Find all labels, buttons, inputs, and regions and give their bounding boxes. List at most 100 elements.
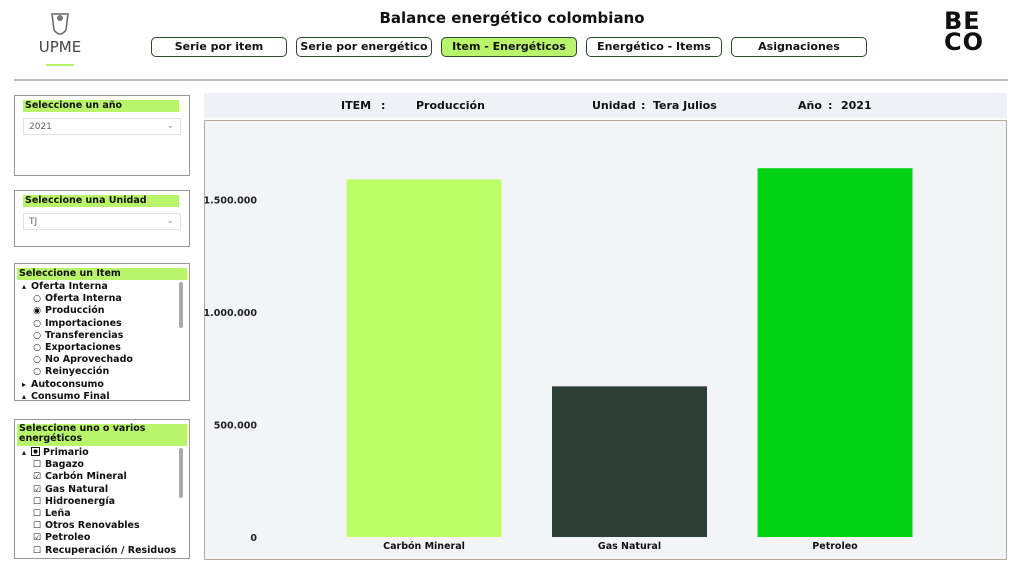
tree-row[interactable]: ☑ Petroleo bbox=[17, 532, 177, 544]
tree-icon: ○ bbox=[33, 342, 41, 353]
tree-label: Gas Natural bbox=[45, 483, 109, 495]
filter-label: Seleccione un Item bbox=[17, 268, 187, 280]
dropdown-value: 2021 bbox=[29, 122, 52, 132]
tree-icon: ○ bbox=[33, 367, 41, 378]
header-sep: : bbox=[381, 99, 386, 112]
tree-row[interactable]: ☐ Otros Renovables bbox=[17, 520, 177, 532]
x-tick-label: Gas Natural bbox=[598, 541, 661, 552]
filter-label: Seleccione una Unidad bbox=[23, 195, 179, 207]
tree-icon: ▴ bbox=[21, 448, 26, 457]
tree-icon: ◉ bbox=[33, 306, 41, 317]
tree-row[interactable]: ☐ Leña bbox=[17, 508, 177, 520]
x-tick-label: Petroleo bbox=[812, 541, 858, 552]
bar bbox=[757, 168, 913, 537]
tab[interactable]: Energético - Items bbox=[586, 37, 722, 57]
header-sep: : bbox=[828, 99, 833, 112]
tree-icon: ☐ bbox=[32, 508, 41, 519]
tab[interactable]: Serie por item bbox=[151, 37, 287, 57]
dropdown-value: TJ bbox=[29, 217, 38, 227]
tree-label: Producción bbox=[45, 305, 105, 317]
chart-border bbox=[204, 120, 1007, 560]
tree-icon: ☐ bbox=[32, 521, 41, 532]
y-tick-label: 0 bbox=[250, 533, 257, 544]
unit-dropdown[interactable]: TJ ⌄ bbox=[23, 213, 181, 230]
tree-label: No Aprovechado bbox=[45, 354, 133, 366]
tree-row[interactable]: ○ Transferencias bbox=[17, 330, 177, 342]
tree-label: Recuperación / Residuos bbox=[45, 544, 177, 556]
tree-label: Oferta Interna bbox=[31, 281, 108, 292]
item-filter: Seleccione un Item ▴ Oferta Interna ○ Ofert… bbox=[14, 263, 190, 401]
bar bbox=[552, 386, 707, 537]
energetico-filter: Seleccione uno o varios energéticos ▴ Pri… bbox=[14, 419, 190, 559]
tab[interactable]: Item - Energéticos bbox=[441, 37, 577, 57]
energetico-tree: ▴ Primario ☐ Bagazo ☑ Carbón Mineral ☑ Gas Natu… bbox=[17, 447, 177, 557]
tree-label: Leña bbox=[45, 507, 71, 519]
tree-icon: ☐ bbox=[32, 545, 41, 556]
tab[interactable]: Serie por energético bbox=[296, 37, 432, 57]
tree-row[interactable]: ☑ Gas Natural bbox=[17, 484, 177, 496]
tree-label: Transferencias bbox=[45, 329, 124, 341]
tree-label: Otros Renovables bbox=[45, 520, 140, 532]
tree-label: Reinyección bbox=[45, 366, 110, 378]
tree-row[interactable]: ○ No Aprovechado bbox=[17, 354, 177, 366]
tree-icon: ☑ bbox=[32, 484, 41, 495]
tree-row[interactable]: ☐ Bagazo bbox=[17, 459, 177, 471]
tree-row[interactable]: ☐ Recuperación / Residuos bbox=[17, 545, 177, 557]
tree-label: Consumo Final bbox=[31, 390, 110, 401]
tree-row[interactable]: ▸ Autoconsumo bbox=[17, 379, 177, 391]
tree-label: Primario bbox=[43, 447, 89, 458]
logo-text: BE bbox=[944, 7, 981, 35]
tree-row[interactable]: ☐ Hidroenergía bbox=[17, 496, 177, 508]
tree-icon: ○ bbox=[33, 318, 41, 329]
y-tick-label: 500.000 bbox=[214, 421, 258, 432]
tree-icon: ▴ bbox=[21, 391, 26, 401]
tree-icon: ○ bbox=[33, 330, 41, 341]
tree-row[interactable]: ☑ Carbón Mineral bbox=[17, 471, 177, 483]
tree-row[interactable]: ▴ Consumo Final bbox=[17, 390, 177, 401]
logo-text: CO bbox=[944, 28, 985, 56]
separator bbox=[14, 79, 1008, 81]
year-filter: Seleccione un año 2021 ⌄ bbox=[14, 95, 190, 176]
tree-icon: ☐ bbox=[32, 460, 41, 471]
tree-icon: ○ bbox=[33, 294, 41, 305]
tree-row[interactable]: ○ Exportaciones bbox=[17, 342, 177, 354]
tab[interactable]: Asignaciones bbox=[731, 37, 867, 57]
y-tick-label: 1.000.000 bbox=[204, 308, 257, 319]
upme-logo: UPME bbox=[39, 13, 81, 66]
item-tree: ▴ Oferta Interna ○ Oferta Interna ◉ Producció… bbox=[17, 281, 177, 401]
filter-label: Seleccione uno o varios energéticos bbox=[17, 424, 187, 446]
checkbox bbox=[31, 447, 40, 456]
tree-row[interactable]: ◉ Producción bbox=[17, 305, 177, 317]
tree-row[interactable]: ▴ Primario bbox=[17, 447, 177, 459]
chart: 0 500.000 1.000.000 1.500.000 Carbón Mineral… bbox=[204, 120, 1007, 560]
chart-header: ITEM : Producción Unidad : Tera Julios A… bbox=[204, 93, 1007, 118]
tree-icon: ☑ bbox=[32, 472, 41, 483]
tree-label: Carbón Mineral bbox=[45, 471, 127, 483]
x-tick-label: Carbón Mineral bbox=[383, 541, 465, 552]
tree-label: Bagazo bbox=[45, 459, 84, 471]
tree-icon: ☑ bbox=[32, 533, 41, 544]
tree-icon: ☐ bbox=[32, 496, 41, 507]
tree-row[interactable]: ○ Oferta Interna bbox=[17, 293, 177, 305]
tree-label: Oferta Interna bbox=[45, 293, 122, 305]
tree-icon: ▴ bbox=[21, 282, 26, 291]
logo-text: UPME bbox=[39, 38, 81, 56]
tree-row[interactable]: ○ Importaciones bbox=[17, 318, 177, 330]
tree-label: Hidroenergía bbox=[45, 495, 116, 507]
header-value: Tera Julios bbox=[653, 99, 717, 112]
tree-row[interactable]: ○ Reinyección bbox=[17, 366, 177, 378]
header-value: Producción bbox=[416, 99, 485, 112]
header-label: Unidad bbox=[592, 99, 636, 112]
tree-icon: ▸ bbox=[21, 379, 26, 389]
tree-icon: ○ bbox=[33, 355, 41, 366]
tree-row[interactable]: ▴ Oferta Interna bbox=[17, 281, 177, 293]
header-label: Año bbox=[798, 99, 822, 112]
page-title: Balance energético colombiano bbox=[379, 9, 645, 27]
beco-logo: BE CO bbox=[944, 7, 985, 56]
tree-label: Autoconsumo bbox=[31, 378, 104, 390]
y-tick-label: 1.500.000 bbox=[204, 196, 257, 207]
tree-label: Exportaciones bbox=[45, 341, 121, 353]
tree-label: Importaciones bbox=[45, 317, 122, 329]
year-dropdown[interactable]: 2021 ⌄ bbox=[23, 118, 181, 135]
